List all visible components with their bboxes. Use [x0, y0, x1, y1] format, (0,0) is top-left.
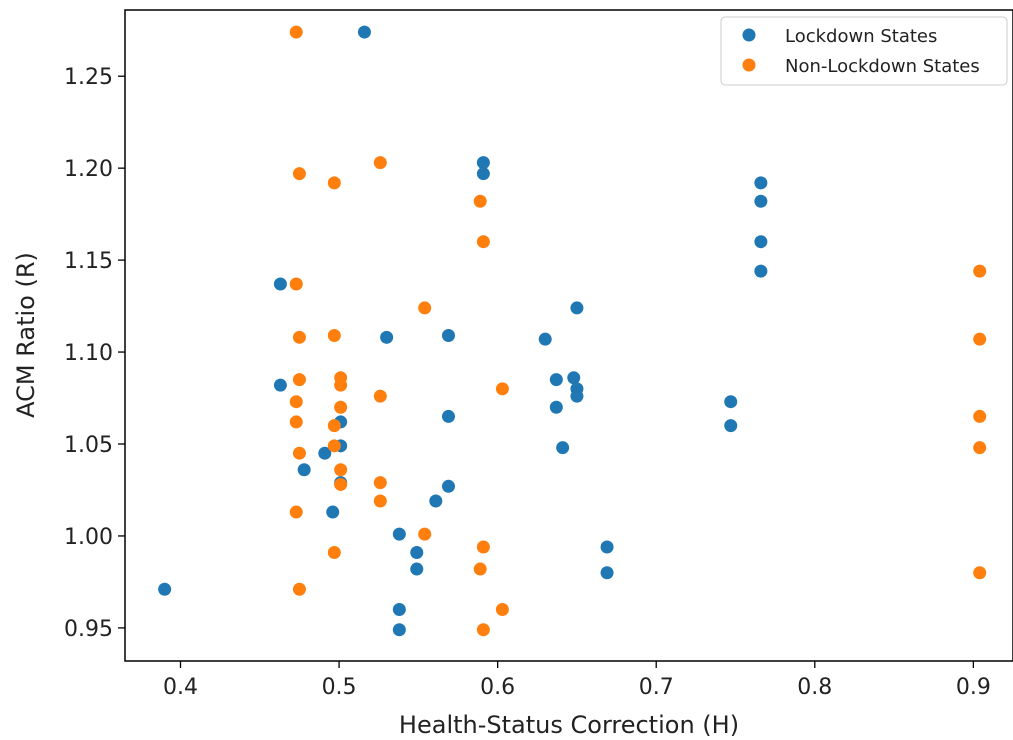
- point-lockdown-states: [754, 176, 768, 190]
- y-axis-ticks: 0.95 1.00 1.05 1.10 1.15 1.20 1.25: [64, 65, 125, 642]
- point-non-lockdown-states: [973, 409, 987, 423]
- point-non-lockdown-states: [327, 329, 341, 342]
- point-lockdown-states: [273, 277, 287, 291]
- point-non-lockdown-states: [373, 156, 387, 170]
- point-non-lockdown-states: [327, 419, 341, 433]
- y-tick-label: 0.95: [64, 617, 113, 642]
- point-non-lockdown-states: [418, 527, 432, 541]
- point-lockdown-states: [570, 301, 584, 315]
- point-non-lockdown-states: [473, 194, 487, 208]
- point-non-lockdown-states: [973, 441, 987, 455]
- point-non-lockdown-states: [334, 477, 348, 491]
- point-non-lockdown-states: [476, 235, 490, 249]
- legend-label-lockdown: Lockdown States: [785, 26, 937, 47]
- point-non-lockdown-states: [495, 603, 509, 617]
- x-tick-label: 0.5: [322, 675, 357, 700]
- point-lockdown-states: [754, 235, 768, 249]
- point-non-lockdown-states: [289, 415, 303, 429]
- legend-marker-non-lockdown: [742, 58, 756, 72]
- point-non-lockdown-states: [373, 494, 387, 508]
- point-non-lockdown-states: [476, 540, 490, 554]
- y-tick-label: 1.20: [64, 157, 113, 182]
- point-non-lockdown-states: [327, 546, 341, 559]
- point-non-lockdown-states: [973, 264, 987, 278]
- point-lockdown-states: [429, 494, 443, 508]
- point-non-lockdown-states: [334, 378, 348, 392]
- x-tick-label: 0.8: [797, 675, 832, 700]
- point-lockdown-states: [476, 167, 490, 181]
- point-lockdown-states: [318, 446, 332, 460]
- point-non-lockdown-states: [973, 332, 987, 346]
- legend-label-non-lockdown: Non-Lockdown States: [785, 56, 980, 77]
- point-lockdown-states: [357, 25, 371, 39]
- point-lockdown-states: [441, 409, 455, 423]
- point-lockdown-states: [326, 505, 340, 519]
- point-lockdown-states: [724, 395, 738, 409]
- x-axis-label: Health-Status Correction (H): [399, 711, 739, 739]
- point-lockdown-states: [549, 400, 563, 414]
- point-non-lockdown-states: [334, 400, 348, 414]
- point-non-lockdown-states: [327, 439, 341, 453]
- x-tick-label: 0.9: [956, 675, 991, 700]
- point-non-lockdown-states: [289, 395, 303, 409]
- y-axis-label: ACM Ratio (R): [12, 252, 40, 418]
- point-non-lockdown-states: [289, 505, 303, 519]
- point-non-lockdown-states: [327, 176, 341, 190]
- x-tick-label: 0.4: [163, 675, 198, 700]
- point-lockdown-states: [392, 603, 406, 617]
- point-lockdown-states: [380, 330, 394, 344]
- point-lockdown-states: [754, 194, 768, 208]
- point-non-lockdown-states: [292, 582, 306, 596]
- y-tick-label: 1.15: [64, 249, 113, 274]
- point-non-lockdown-states: [292, 373, 306, 387]
- point-lockdown-states: [556, 441, 570, 455]
- point-non-lockdown-states: [292, 330, 306, 344]
- points-layer: [158, 25, 987, 637]
- point-lockdown-states: [724, 419, 738, 433]
- x-tick-label: 0.6: [480, 675, 515, 700]
- point-non-lockdown-states: [495, 382, 509, 396]
- point-non-lockdown-states: [292, 446, 306, 460]
- point-lockdown-states: [392, 623, 406, 637]
- point-non-lockdown-states: [373, 476, 387, 490]
- plot-frame: [124, 9, 1013, 662]
- x-axis-ticks: 0.4 0.5 0.6 0.7 0.8 0.9: [163, 661, 991, 700]
- point-lockdown-states: [600, 566, 614, 580]
- point-non-lockdown-states: [973, 566, 987, 580]
- legend-box: [720, 16, 1008, 86]
- x-tick-label: 0.7: [639, 675, 674, 700]
- point-lockdown-states: [441, 479, 455, 493]
- point-lockdown-states: [567, 371, 581, 385]
- point-non-lockdown-states: [373, 389, 387, 403]
- legend: Lockdown States Non-Lockdown States: [720, 16, 1008, 86]
- legend-marker-lockdown: [742, 28, 756, 42]
- point-lockdown-states: [410, 546, 424, 559]
- point-non-lockdown-states: [289, 25, 303, 39]
- point-lockdown-states: [754, 264, 768, 278]
- point-lockdown-states: [410, 562, 424, 576]
- point-lockdown-states: [549, 373, 563, 387]
- point-lockdown-states: [392, 527, 406, 541]
- y-tick-label: 1.10: [64, 341, 113, 366]
- point-lockdown-states: [600, 540, 614, 554]
- y-tick-label: 1.05: [64, 433, 113, 458]
- point-lockdown-states: [538, 332, 552, 346]
- point-non-lockdown-states: [289, 277, 303, 291]
- point-lockdown-states: [441, 329, 455, 342]
- point-non-lockdown-states: [292, 167, 306, 181]
- point-lockdown-states: [158, 582, 172, 596]
- point-non-lockdown-states: [334, 463, 348, 477]
- point-lockdown-states: [570, 389, 584, 403]
- y-tick-label: 1.25: [64, 65, 113, 90]
- point-non-lockdown-states: [476, 623, 490, 637]
- point-lockdown-states: [273, 378, 287, 392]
- y-tick-label: 1.00: [64, 525, 113, 550]
- point-lockdown-states: [476, 156, 490, 170]
- point-non-lockdown-states: [418, 301, 432, 315]
- point-non-lockdown-states: [473, 562, 487, 576]
- point-lockdown-states: [297, 463, 311, 477]
